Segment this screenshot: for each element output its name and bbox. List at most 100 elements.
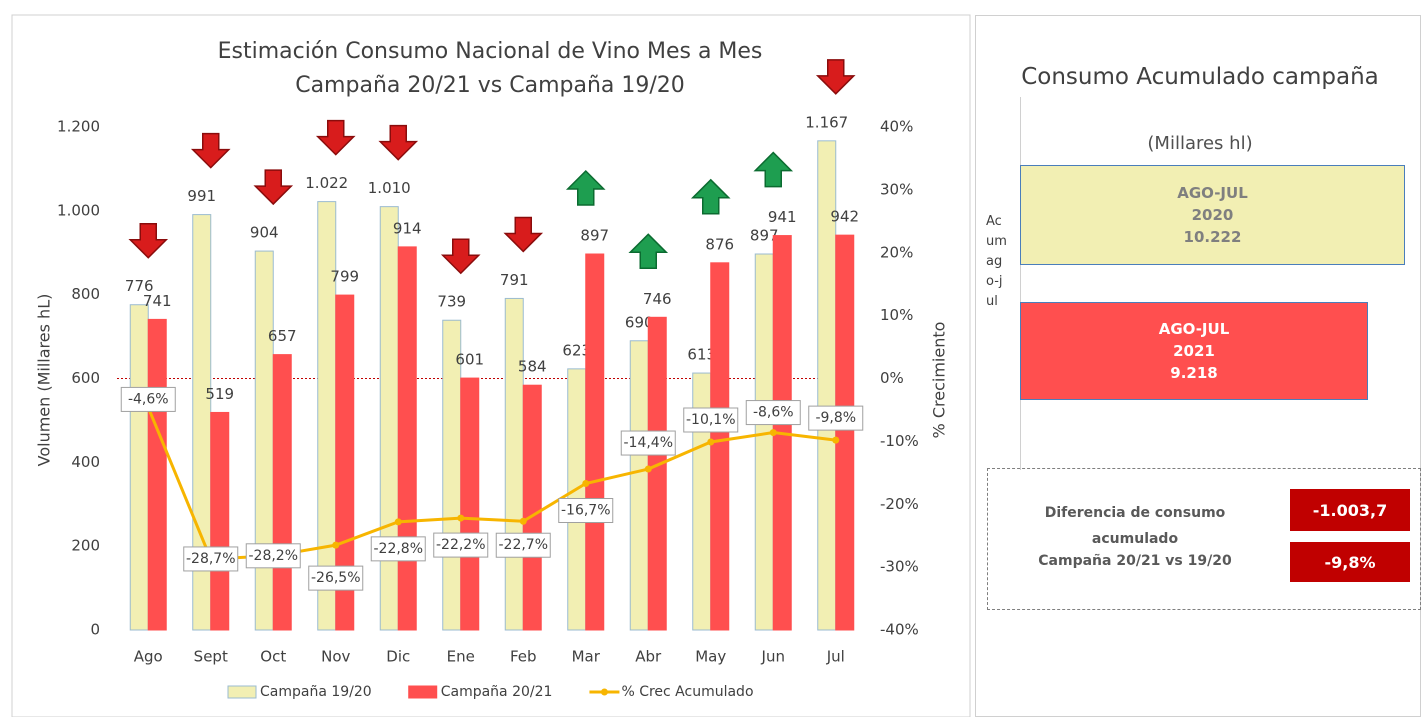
x-tick-label: Sept [194, 648, 228, 666]
y2-tick-label: 20% [880, 243, 913, 261]
bar-value-label: 623 [562, 341, 591, 359]
box-value: 10.222 [1183, 228, 1242, 246]
bar-value-label: 904 [250, 224, 279, 242]
bar-value-label: 601 [455, 351, 484, 369]
bar-value-label: 1.010 [368, 179, 411, 197]
trend-arrow [690, 178, 731, 215]
y2-tick-label: -20% [880, 495, 919, 513]
bar [629, 340, 649, 631]
y2-tick-label: -30% [880, 558, 919, 576]
y2-tick-label: 0% [880, 369, 904, 387]
line-value-label: -10,1% [686, 412, 736, 428]
line-label-box [495, 532, 551, 558]
legend-swatch [600, 688, 608, 696]
bar-value-label: 741 [143, 292, 172, 310]
bar-value-label: 657 [268, 327, 297, 345]
difference-value: -1.003,7 [1290, 489, 1410, 531]
legend-swatch [227, 685, 257, 699]
box-2020: AGO-JUL 2020 10.222 [1020, 165, 1405, 265]
bar [254, 250, 274, 631]
y-tick-label: 1.200 [57, 118, 100, 136]
bar-value-label: 897 [580, 227, 609, 245]
line-label-box [745, 400, 801, 426]
line-value-label: -28,2% [248, 548, 298, 564]
bar-value-label: 584 [518, 358, 547, 376]
trend-arrow [753, 151, 794, 188]
line-point [519, 517, 527, 525]
x-tick-label: Feb [510, 648, 537, 666]
bar-value-label: 690 [625, 313, 654, 331]
line-label-box [370, 536, 426, 562]
trend-arrow [565, 169, 606, 206]
box-period: AGO-JUL [1177, 184, 1248, 202]
chart-frame [11, 14, 971, 717]
bar [585, 253, 605, 631]
trend-arrow [815, 59, 856, 95]
bar-value-label: 746 [643, 290, 672, 308]
y2-tick-label: -10% [880, 432, 919, 450]
line-point [707, 438, 715, 446]
bar-value-label: 1.167 [805, 113, 848, 131]
trend-arrow [503, 216, 544, 253]
line-value-label: -26,5% [311, 570, 361, 586]
line-point [457, 514, 465, 522]
line-label-box [620, 430, 676, 456]
bar [710, 262, 730, 631]
y-tick-label: 600 [71, 369, 100, 387]
bar [504, 297, 524, 631]
line-value-label: -8,6% [753, 405, 794, 421]
bar [397, 246, 417, 631]
bar-value-label: 799 [330, 268, 359, 286]
x-tick-label: Jun [761, 648, 785, 666]
line-value-label: -22,2% [436, 537, 486, 553]
y-tick-label: 400 [71, 453, 100, 471]
line-point [832, 436, 840, 444]
legend-label: Campaña 20/21 [441, 684, 553, 700]
bar [272, 354, 292, 631]
box-period: AGO-JUL [1158, 320, 1230, 338]
line-label-box [558, 498, 614, 524]
bar [754, 253, 774, 631]
bar-value-label: 739 [437, 293, 466, 311]
side-label: Acum ago-jul [986, 214, 1007, 309]
box-value: 9.218 [1170, 364, 1218, 382]
line-point [582, 480, 590, 488]
y2-tick-label: 30% [880, 180, 913, 198]
y-tick-label: 0 [90, 621, 100, 639]
bar-value-label: 941 [768, 208, 797, 226]
line-value-label: -22,7% [498, 537, 548, 553]
panel-axis [1020, 97, 1021, 470]
line-label-box [120, 386, 176, 412]
bar-value-label: 791 [500, 271, 529, 289]
trend-arrow [315, 119, 356, 156]
x-tick-label: Oct [260, 648, 286, 666]
legend-label: % Crec Acumulado [621, 684, 753, 700]
bar-value-label: 613 [687, 346, 716, 364]
bar [335, 294, 355, 631]
bar-value-label: 876 [705, 235, 734, 253]
trend-arrow [440, 238, 481, 275]
line-point [644, 465, 652, 473]
line-value-label: -28,7% [186, 551, 236, 567]
bar-value-label: 776 [125, 277, 154, 295]
chart-title: Estimación Consumo Nacional de Vino Mes … [218, 39, 763, 64]
bar [460, 377, 480, 631]
line-value-label: -14,4% [623, 435, 673, 451]
bar [647, 316, 667, 631]
panel-unit: (Millares hl) [1147, 133, 1253, 154]
bar-value-label: 942 [830, 208, 859, 226]
legend-label: Campaña 19/20 [260, 684, 372, 700]
chart: Estimación Consumo Nacional de Vino Mes … [11, 14, 971, 717]
y-tick-label: 200 [71, 537, 100, 555]
trend-arrow [190, 132, 231, 169]
legend-swatch [408, 685, 438, 699]
bar-value-label: 914 [393, 219, 422, 237]
line-label-box [433, 532, 489, 558]
difference-sublabel: Campaña 20/21 vs 19/20 [1038, 553, 1232, 569]
panel-title: Consumo Acumulado campaña [1021, 64, 1379, 90]
box-year: 2021 [1173, 342, 1215, 360]
line-value-label: -9,8% [815, 410, 856, 426]
y2-tick-label: -40% [880, 621, 919, 639]
y2-axis-title: % Crecimiento [930, 322, 949, 439]
